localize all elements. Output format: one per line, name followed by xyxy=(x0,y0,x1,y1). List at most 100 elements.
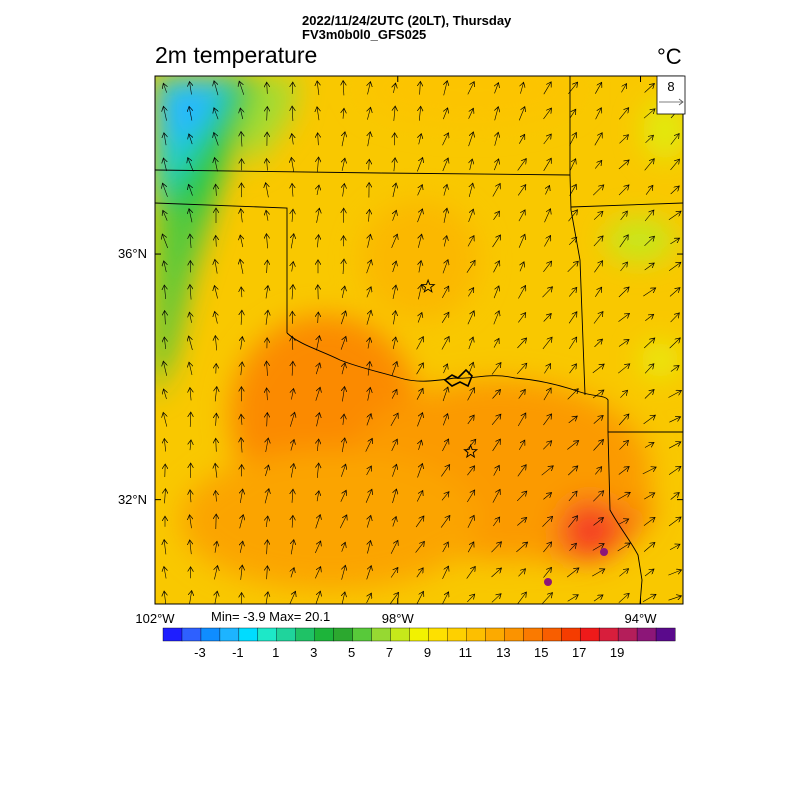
wind-arrow xyxy=(317,185,319,196)
wind-arrow xyxy=(467,82,474,95)
colorbar-swatch xyxy=(655,627,676,642)
wind-arrow xyxy=(466,566,476,579)
wind-arrow xyxy=(568,516,577,528)
reference-vector-value: 8 xyxy=(667,79,674,94)
wind-arrow xyxy=(643,109,655,119)
wind-arrow xyxy=(518,286,525,299)
wind-arrow xyxy=(418,313,422,323)
wind-arrow xyxy=(543,567,552,578)
wind-arrow xyxy=(543,82,551,95)
wind-arrow xyxy=(491,568,502,578)
colorbar-swatch xyxy=(561,627,581,642)
wind-arrow xyxy=(592,185,604,196)
wind-arrow xyxy=(644,569,654,577)
wind-arrow xyxy=(419,261,421,273)
wind-arrow xyxy=(568,237,577,246)
wind-arrow xyxy=(339,515,347,529)
wind-arrow xyxy=(368,338,370,349)
wind-arrow xyxy=(618,160,629,170)
wind-arrow xyxy=(317,81,319,96)
wind-arrow xyxy=(516,542,527,553)
wind-arrow xyxy=(544,364,550,374)
wind-arrow xyxy=(267,361,268,376)
wind-arrow xyxy=(317,491,319,502)
wind-arrow xyxy=(165,489,166,504)
wind-arrow xyxy=(239,81,245,95)
wind-arrow xyxy=(642,467,656,475)
wind-arrow xyxy=(516,363,527,375)
wind-arrow xyxy=(619,519,628,525)
colorbar-swatch xyxy=(295,627,316,642)
colorbar-label: -1 xyxy=(232,645,244,660)
wind-arrow xyxy=(441,312,449,323)
wind-arrow xyxy=(644,263,655,271)
wind-arrow xyxy=(593,236,603,247)
wind-arrow xyxy=(619,235,629,248)
wind-arrow xyxy=(267,159,268,171)
wind-arrow xyxy=(265,489,269,504)
colorbar-label: 5 xyxy=(348,645,356,660)
wind-arrow xyxy=(291,234,294,249)
wind-arrow xyxy=(518,440,525,451)
wind-arrow xyxy=(467,236,474,247)
wind-arrow xyxy=(670,493,680,500)
wind-arrow xyxy=(643,542,655,552)
wind-arrow xyxy=(291,568,294,578)
wind-arrow xyxy=(517,592,527,604)
wind-arrow xyxy=(291,540,294,555)
colorbar-swatch xyxy=(181,627,202,642)
wind-arrow xyxy=(240,235,243,248)
colorbar-swatch xyxy=(447,627,467,642)
wind-arrow xyxy=(216,491,217,502)
wind-arrow xyxy=(594,261,602,273)
wind-arrow xyxy=(215,591,218,604)
wind-arrow xyxy=(190,515,192,529)
wind-arrow xyxy=(291,389,293,400)
red-river-texas-border xyxy=(286,332,643,604)
wind-arrow xyxy=(442,133,449,146)
wind-arrow xyxy=(442,286,448,299)
wind-arrow xyxy=(592,544,604,551)
wind-arrow xyxy=(393,183,396,198)
wind-arrow xyxy=(241,209,243,223)
colorbar-label: 1 xyxy=(272,645,280,660)
wind-arrow xyxy=(594,133,602,146)
wind-arrow xyxy=(519,134,524,144)
wind-arrow xyxy=(240,108,242,120)
colorbar-swatch xyxy=(314,627,335,642)
colorbar-swatch xyxy=(390,627,411,642)
wind-arrow xyxy=(290,412,294,427)
wind-arrow xyxy=(642,594,656,602)
wind-arrow xyxy=(568,312,577,324)
max-temperature-spot xyxy=(600,548,608,556)
wind-arrow xyxy=(392,464,396,477)
wind-arrow xyxy=(569,337,576,350)
wind-arrow xyxy=(241,438,242,453)
wind-arrow xyxy=(643,415,656,425)
wind-arrow xyxy=(543,108,552,120)
wind-arrow xyxy=(644,236,655,247)
wind-arrow xyxy=(342,438,345,453)
wind-arrow xyxy=(215,463,217,478)
wind-arrow xyxy=(467,542,474,553)
wind-arrow xyxy=(468,108,474,119)
longitude-label: 98°W xyxy=(381,611,414,626)
wind-arrow xyxy=(495,132,499,146)
colorbar-label: 3 xyxy=(310,645,318,660)
wind-arrow xyxy=(668,262,681,271)
colorbar-swatch xyxy=(162,627,183,642)
wind-arrow xyxy=(644,390,654,399)
wind-arrow xyxy=(315,387,320,401)
wind-arrow xyxy=(315,591,321,604)
wind-arrow xyxy=(215,387,217,402)
wind-arrow xyxy=(493,261,500,273)
wind-arrow xyxy=(518,389,526,399)
wind-arrow xyxy=(367,414,371,426)
wind-arrow xyxy=(190,82,192,95)
wind-arrow xyxy=(444,364,448,374)
wind-arrow xyxy=(343,81,344,96)
wind-arrow xyxy=(468,362,474,375)
colorbar-label: 9 xyxy=(423,645,432,660)
wind-arrow xyxy=(216,413,217,426)
wind-arrow xyxy=(644,493,655,500)
